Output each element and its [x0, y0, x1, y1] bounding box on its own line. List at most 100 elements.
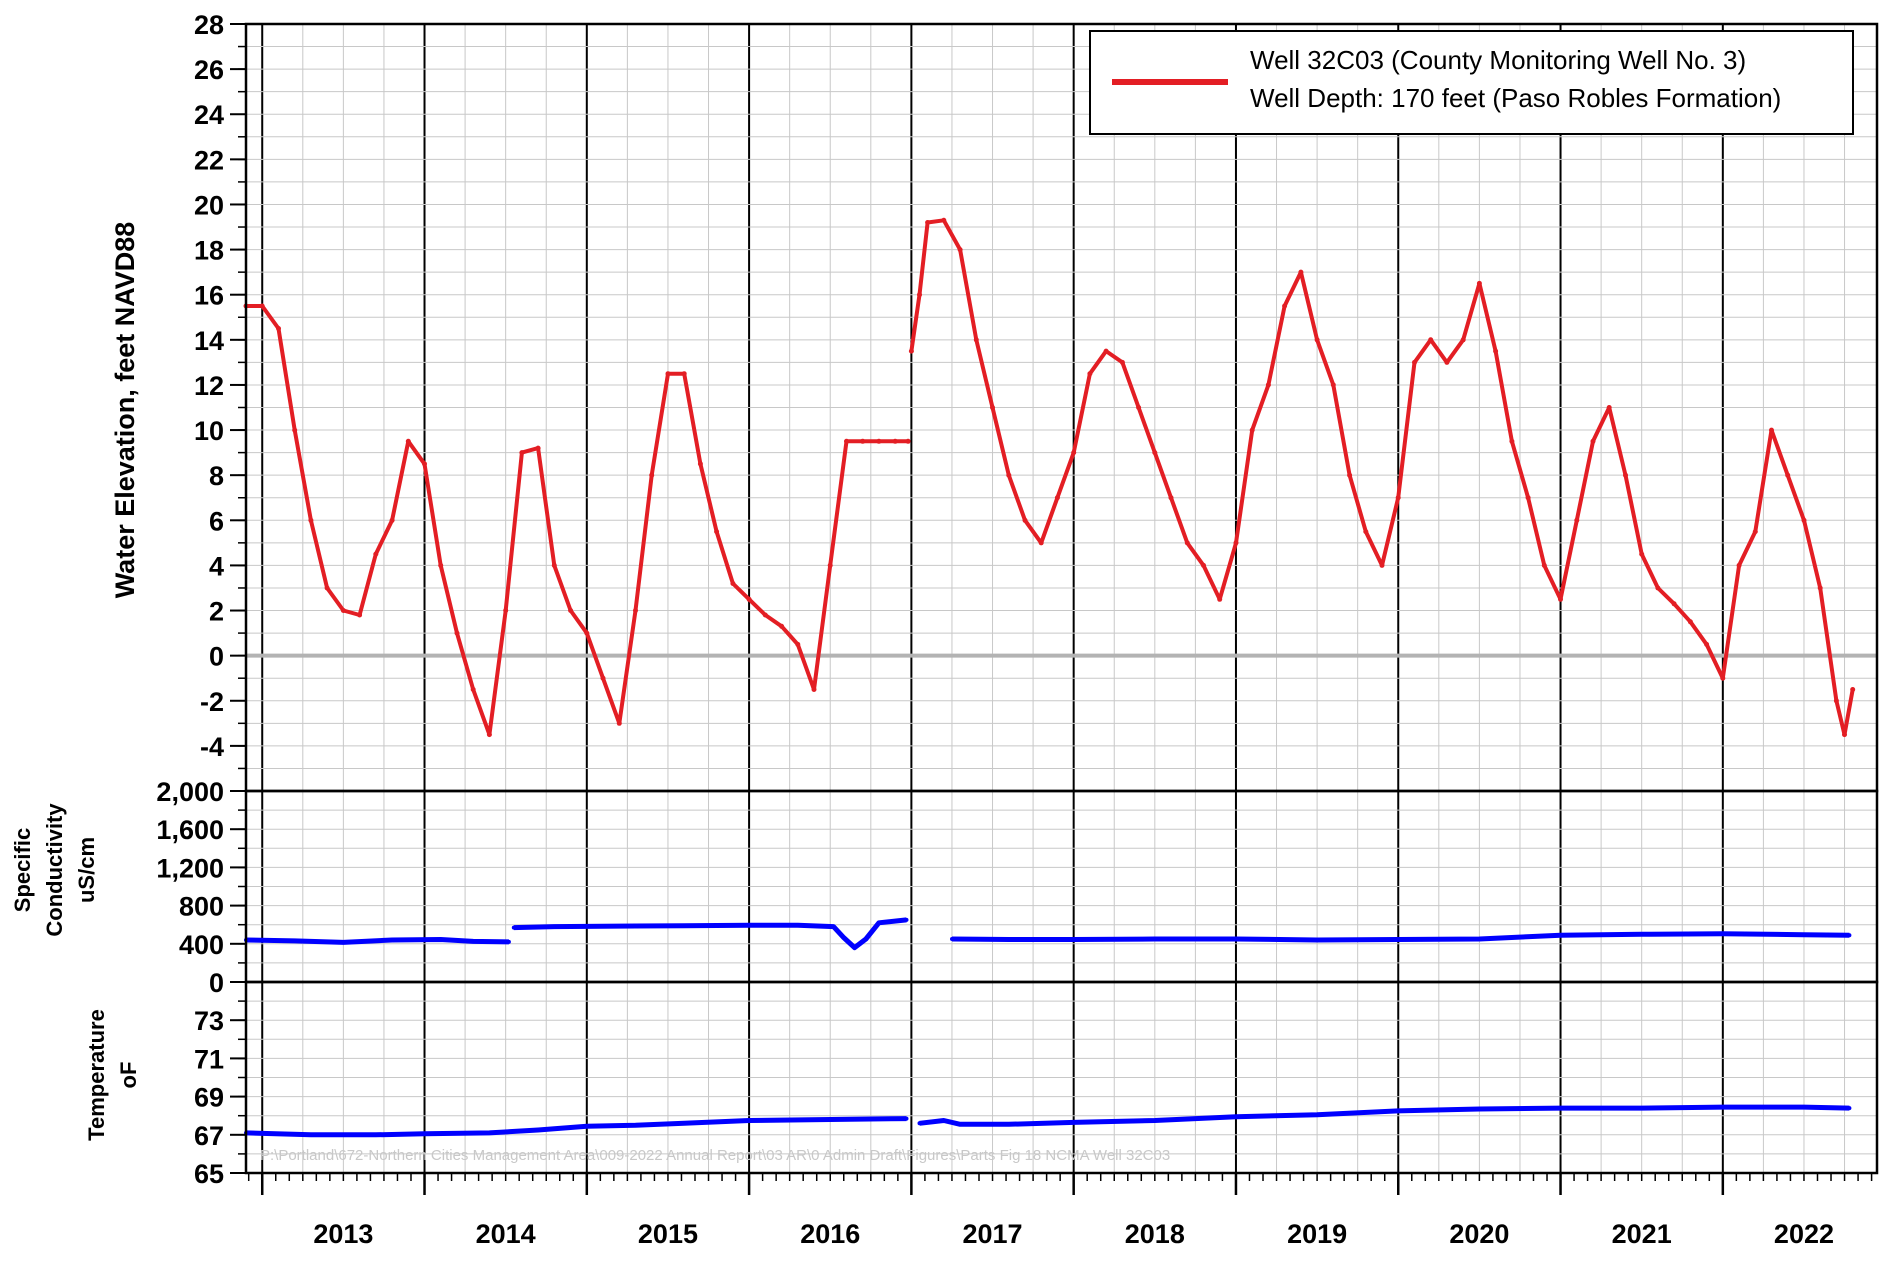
water-elevation-data-point	[1152, 450, 1158, 456]
water-elevation-data-point	[1168, 495, 1174, 501]
water-elevation-y-tick-label: 20	[194, 190, 224, 220]
water-elevation-data-point	[1801, 517, 1807, 523]
conductivity-data-point	[1152, 937, 1157, 941]
water-elevation-data-point	[1395, 495, 1401, 501]
water-elevation-data-point	[795, 641, 801, 647]
temperature-data-point	[1847, 1106, 1852, 1111]
water-elevation-y-tick-label: 26	[194, 55, 224, 85]
conductivity-axis-title-line3: uS/cm	[74, 837, 99, 903]
conductivity-data-point	[617, 924, 622, 929]
water-elevation-data-point	[665, 371, 671, 377]
temperature-data-point	[422, 1131, 427, 1136]
temperature-y-tick-label: 73	[194, 1006, 224, 1036]
water-elevation-data-point	[957, 247, 963, 253]
water-elevation-data-point	[535, 445, 541, 451]
water-elevation-data-point	[1460, 337, 1466, 343]
water-elevation-data-point	[1752, 529, 1758, 535]
conductivity-data-point	[831, 924, 836, 929]
water-elevation-data-point	[600, 675, 606, 681]
water-elevation-data-point	[389, 517, 395, 523]
water-elevation-y-tick-label: 12	[194, 371, 224, 401]
water-elevation-data-point	[1476, 280, 1482, 286]
temperature-data-point	[1802, 1105, 1806, 1110]
water-elevation-data-point	[1038, 540, 1044, 546]
water-elevation-data-point	[941, 217, 947, 223]
conductivity-data-point	[876, 920, 881, 925]
conductivity-data-point	[438, 937, 443, 942]
water-elevation-y-tick-label: 28	[194, 10, 224, 40]
conductivity-data-point	[1720, 931, 1725, 936]
water-elevation-y-tick-label: 18	[194, 236, 224, 266]
water-elevation-axis-title: Water Elevation, feet NAVD88	[110, 222, 140, 599]
x-year-label: 2013	[313, 1219, 373, 1249]
conductivity-data-point	[795, 923, 800, 928]
temperature-data-point	[682, 1121, 687, 1126]
conductivity-data-point	[1639, 932, 1644, 937]
water-elevation-data-point	[1606, 405, 1612, 410]
axes-layer: -4-2024681012141618202224262804008001,20…	[156, 10, 1879, 1249]
temperature-data-point	[941, 1118, 946, 1123]
file-path-footer: P:\Portland\672-Northern Cities Manageme…	[260, 1147, 1170, 1164]
water-elevation-data-point	[519, 450, 525, 456]
conductivity-data-point	[1071, 937, 1076, 942]
water-elevation-y-tick-label: 16	[194, 281, 224, 311]
water-elevation-data-point	[1347, 472, 1353, 478]
legend-label-line2: Well Depth: 170 feet (Paso Robles Format…	[1250, 83, 1781, 113]
water-elevation-data-point	[908, 348, 914, 354]
temperature-data-point	[536, 1128, 541, 1132]
conductivity-data-point	[747, 923, 752, 928]
conductivity-data-point	[511, 925, 516, 930]
water-elevation-data-point	[1558, 596, 1563, 602]
conductivity-data-point	[506, 939, 511, 944]
water-elevation-data-point	[1249, 427, 1255, 433]
temperature-data-point	[747, 1118, 752, 1123]
water-elevation-data-point	[1833, 698, 1839, 704]
water-elevation-data-point	[292, 427, 298, 433]
conductivity-axis-title-line2: Conductivity	[42, 803, 67, 937]
water-elevation-data-point	[779, 623, 785, 629]
water-elevation-data-point	[1330, 382, 1336, 388]
conductivity-data-point	[1558, 933, 1563, 938]
temperature-y-tick-label: 69	[194, 1083, 224, 1113]
x-year-label: 2019	[1287, 1219, 1347, 1249]
x-year-label: 2022	[1774, 1219, 1834, 1249]
water-elevation-y-tick-label: 6	[209, 506, 224, 536]
water-elevation-y-tick-label: 4	[209, 551, 224, 581]
water-elevation-data-point	[762, 612, 768, 618]
conductivity-y-tick-label: 1,600	[156, 815, 224, 845]
water-elevation-data-point	[1493, 348, 1499, 354]
conductivity-data-point	[292, 938, 297, 943]
water-elevation-y-tick-label: 22	[194, 145, 224, 175]
water-elevation-data-point	[1639, 551, 1645, 557]
water-elevation-y-tick-label: 14	[194, 326, 224, 356]
conductivity-data-point	[841, 935, 846, 940]
water-elevation-data-point	[1119, 359, 1125, 365]
legend: Well 32C03 (County Monitoring Well No. 3…	[1089, 30, 1854, 135]
conductivity-data-point	[682, 923, 687, 928]
water-elevation-data-point	[503, 608, 509, 613]
conductivity-data-point	[1847, 933, 1852, 938]
water-elevation-data-point	[340, 608, 346, 613]
temperature-series-segment-1	[245, 1116, 907, 1138]
water-elevation-data-point	[917, 292, 922, 298]
water-elevation-data-point	[616, 720, 622, 726]
water-elevation-data-point	[584, 630, 590, 636]
conductivity-data-point	[390, 938, 395, 942]
temperature-data-point	[1071, 1120, 1076, 1125]
water-elevation-data-point	[633, 608, 638, 613]
water-elevation-data-point	[1785, 472, 1791, 478]
water-elevation-data-point	[438, 562, 444, 568]
water-elevation-data-point	[860, 438, 866, 444]
water-elevation-data-point	[1006, 472, 1012, 478]
conductivity-y-tick-label: 400	[179, 930, 224, 960]
temperature-data-point	[1720, 1105, 1725, 1110]
water-elevation-data-point	[1298, 269, 1304, 275]
water-elevation-data-point	[470, 687, 476, 692]
conductivity-y-tick-label: 800	[179, 892, 224, 922]
x-year-label: 2021	[1612, 1219, 1672, 1249]
temperature-data-point	[487, 1130, 492, 1135]
temperature-data-point	[1477, 1107, 1482, 1111]
water-elevation-y-tick-label: 2	[209, 597, 224, 627]
conductivity-y-tick-label: 0	[209, 968, 224, 998]
